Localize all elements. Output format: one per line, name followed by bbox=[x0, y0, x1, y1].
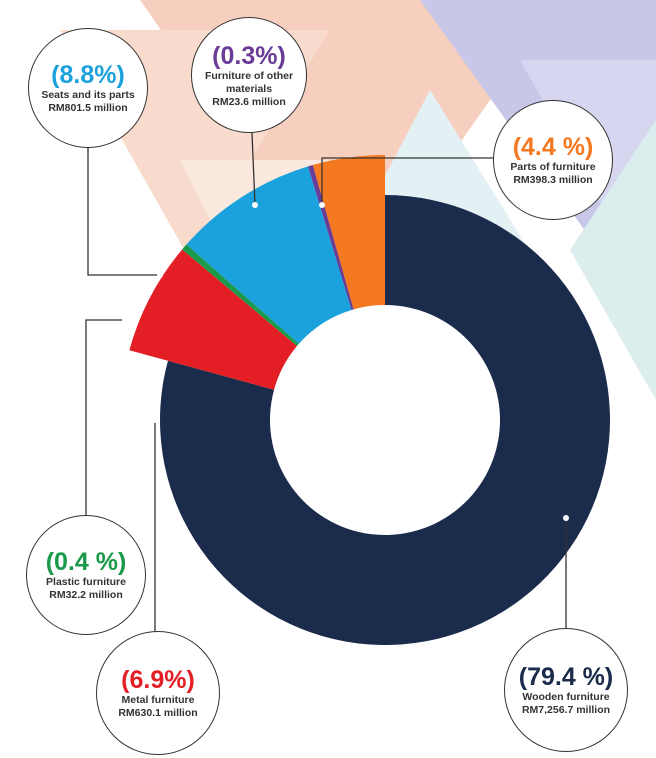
percent-label: (6.9%) bbox=[121, 666, 195, 694]
amount-label: RM32.2 million bbox=[49, 589, 123, 602]
amount-label: RM630.1 million bbox=[118, 707, 197, 720]
category-label: Plastic furniture bbox=[46, 576, 126, 589]
amount-label: RM7,256.7 million bbox=[522, 704, 610, 717]
percent-label: (0.4 %) bbox=[46, 548, 127, 576]
amount-label: RM23.6 million bbox=[212, 96, 286, 109]
leader-line bbox=[86, 320, 125, 515]
percent-label: (4.4 %) bbox=[513, 133, 594, 161]
amount-label: RM801.5 million bbox=[48, 102, 127, 115]
leader-dot bbox=[152, 417, 158, 423]
leader-dot bbox=[252, 202, 258, 208]
percent-label: (79.4 %) bbox=[519, 663, 613, 691]
category-label: Metal furniture bbox=[122, 694, 195, 707]
leader-dot bbox=[157, 272, 163, 278]
category-label: Furniture of other materials bbox=[202, 70, 295, 96]
amount-label: RM398.3 million bbox=[513, 174, 592, 187]
percent-label: (0.3%) bbox=[212, 42, 286, 70]
leader-dot bbox=[563, 515, 569, 521]
percent-label: (8.8%) bbox=[51, 61, 125, 89]
leader-dot bbox=[122, 317, 128, 323]
leader-dot bbox=[319, 202, 325, 208]
category-label: Parts of furniture bbox=[510, 161, 595, 174]
infographic: (79.4 %)Wooden furnitureRM7,256.7 millio… bbox=[0, 0, 656, 758]
category-label: Wooden furniture bbox=[522, 691, 609, 704]
category-label: Seats and its parts bbox=[41, 89, 134, 102]
